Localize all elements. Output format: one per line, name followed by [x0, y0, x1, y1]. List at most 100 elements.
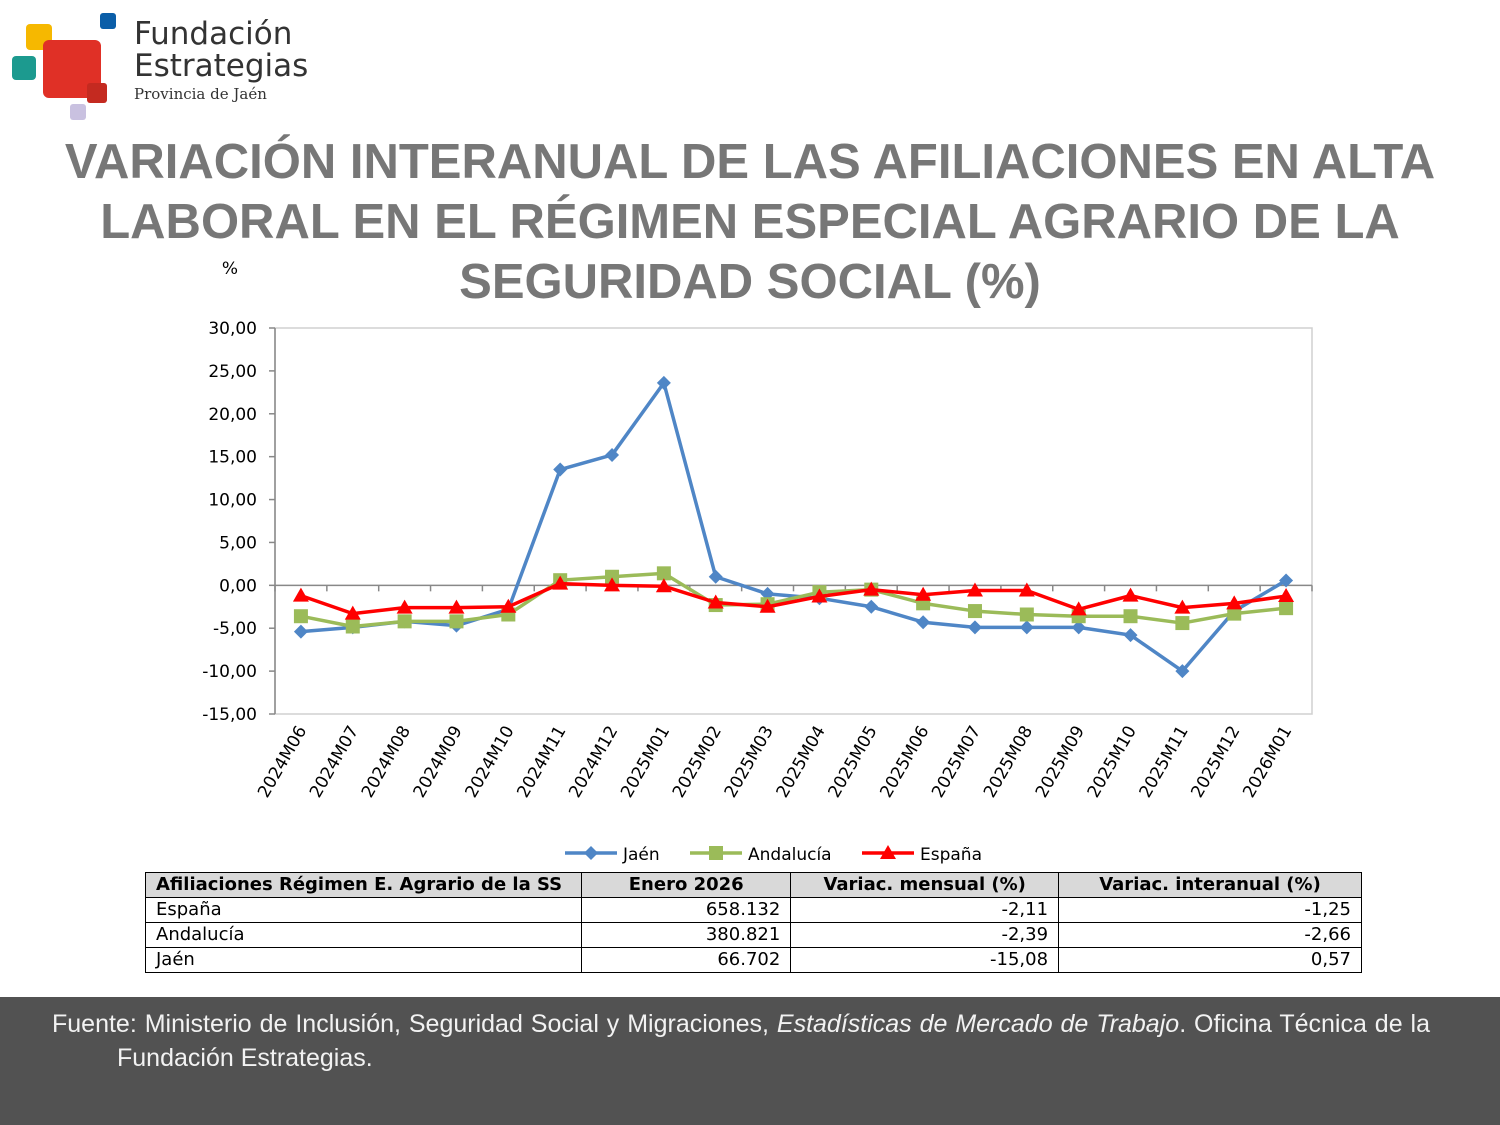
data-point [1278, 588, 1295, 603]
legend-item: España [862, 845, 982, 865]
plot-area [274, 327, 1313, 715]
data-point [1019, 620, 1034, 635]
data-point [1123, 609, 1138, 624]
data-point [864, 599, 879, 614]
legend-item: Andalucía [690, 845, 832, 865]
data-point [553, 462, 568, 477]
chart: % -15,00 -10,00 -5,00 0,00 5,00 10,00 15,00 20,… [202, 260, 1313, 865]
data-point [344, 605, 361, 620]
data-point [760, 586, 775, 601]
y-tick-label: 15,00 [208, 448, 257, 468]
x-tick-label: 2024M07 [306, 723, 363, 802]
x-tick-label: 2025M04 [773, 723, 830, 802]
y-tick-label: 30,00 [208, 319, 257, 339]
data-point [863, 581, 880, 596]
x-tick-label: 2025M01 [617, 723, 674, 802]
data-point [604, 577, 621, 592]
source-text: . Oficina Técnica de la Fundación Estrat… [117, 1010, 1431, 1072]
y-tick-label: -10,00 [202, 662, 257, 682]
data-point [656, 375, 671, 390]
table-header: Afiliaciones Régimen E. Agrario de la SS… [144, 872, 1362, 898]
x-tick-label: 2024M12 [565, 723, 622, 802]
table-cell: 658.132 [581, 897, 792, 923]
data-point [1019, 607, 1034, 622]
data-point [916, 615, 931, 630]
y-axis-label: % [222, 260, 238, 279]
data-point [880, 845, 896, 859]
series-line [300, 381, 1287, 673]
data-point [500, 598, 517, 613]
data-point [1227, 606, 1242, 621]
data-point [1175, 664, 1190, 679]
data-point [1174, 599, 1191, 614]
data-point [396, 599, 413, 614]
legend-label: Jaén [622, 845, 660, 865]
y-tick-label: -15,00 [202, 705, 257, 725]
logo-line: Fundación [134, 16, 293, 52]
x-tick-label: 2024M06 [254, 723, 311, 802]
table-row: España 658.132 -2,11 -1,25 [144, 897, 1362, 923]
table-cell: -15,08 [790, 947, 1060, 973]
footer: Fuente: Ministerio de Inclusión, Segurid… [0, 997, 1500, 1125]
data-point [1123, 628, 1138, 643]
table-cell: -2,66 [1058, 922, 1362, 948]
x-tick-label: 2025M08 [980, 723, 1037, 802]
data-point [397, 614, 412, 629]
data-point [655, 578, 672, 593]
data-point [293, 609, 308, 624]
logo-line: Estrategias [134, 48, 309, 84]
table-cell: Jaén [144, 947, 583, 973]
data-point [1070, 601, 1087, 616]
header-cell: Variac. mensual (%) [790, 872, 1060, 898]
y-tick-label: 10,00 [208, 491, 257, 511]
table-cell: -1,25 [1058, 897, 1362, 923]
x-tick-label: 2025M02 [669, 723, 726, 802]
data-point [1279, 601, 1294, 616]
x-tick-label: 2024M11 [513, 723, 570, 802]
x-tick-label: 2024M10 [462, 723, 519, 802]
y-tick-label: 5,00 [219, 533, 257, 553]
header-cell: Enero 2026 [581, 872, 792, 898]
series-line [300, 581, 1287, 616]
data-point [292, 587, 309, 602]
data-point [552, 575, 569, 590]
data-point [1018, 582, 1035, 597]
logo-text: Fundación Estrategias Provincia de Jaén [134, 18, 308, 106]
data-point [1279, 573, 1294, 588]
data-point [448, 599, 465, 614]
table-cell: 66.702 [581, 947, 792, 973]
data-point [709, 846, 723, 860]
source-italic: Estadísticas de Mercado de Trabajo [776, 1010, 1180, 1038]
y-tick-label: 25,00 [208, 362, 257, 382]
legend-label: España [920, 845, 982, 865]
x-tick-label: 2025M10 [1084, 723, 1141, 802]
data-point [1071, 620, 1086, 635]
data-point [345, 619, 360, 634]
source-note: Fuente: Ministerio de Inclusión, Segurid… [52, 1007, 1431, 1075]
table-row: Andalucía 380.821 -2,39 -2,66 [144, 922, 1362, 948]
legend-item: Jaén [565, 845, 660, 865]
data-point [605, 569, 620, 584]
data-point [1226, 595, 1243, 610]
x-tick-label: 2025M12 [1187, 723, 1244, 802]
x-tick-label: 2024M09 [410, 723, 467, 802]
source-text: Fuente: Ministerio de Inclusión, Segurid… [52, 1010, 777, 1038]
y-tick-label: 0,00 [219, 576, 257, 596]
x-tick-label: 2025M07 [928, 723, 985, 802]
data-point [759, 598, 776, 613]
y-tick-label: 20,00 [208, 405, 257, 425]
data-point [915, 586, 932, 601]
table-cell: -2,39 [790, 922, 1060, 948]
data-point [707, 594, 724, 609]
data-point [967, 620, 982, 635]
x-tick-label: 2025M05 [824, 723, 881, 802]
data-point [1175, 616, 1190, 631]
table-cell: 0,57 [1058, 947, 1362, 973]
table-cell: 380.821 [581, 922, 792, 948]
data-point [605, 447, 620, 462]
x-tick-label: 2025M03 [721, 723, 778, 802]
data-point [293, 624, 308, 639]
data-point [656, 566, 671, 581]
logo-mark [12, 13, 116, 120]
header-cell: Afiliaciones Régimen E. Agrario de la SS [144, 872, 583, 898]
